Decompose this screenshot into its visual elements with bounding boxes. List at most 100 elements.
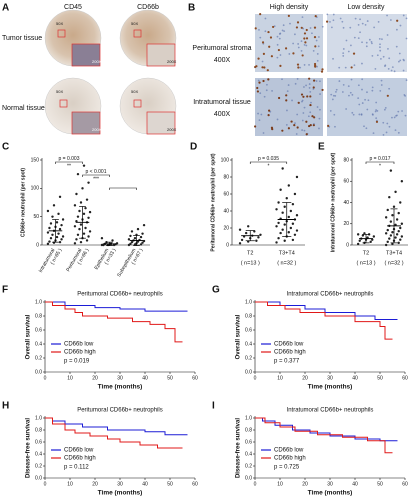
- stained-cell: [292, 52, 295, 55]
- nucleus: [303, 43, 306, 46]
- y-tick-label: 0.6: [245, 439, 252, 445]
- data-point: [49, 222, 53, 225]
- significance-bracket: [109, 187, 137, 190]
- nucleus: [350, 78, 353, 81]
- nucleus: [332, 19, 335, 22]
- data-point: [358, 239, 361, 242]
- data-point: [247, 225, 250, 228]
- nucleus: [329, 20, 331, 23]
- stained-cell: [327, 124, 330, 127]
- chart-title: Peritumoral CD66b+ neutrophils: [77, 292, 163, 298]
- data-point: [60, 238, 63, 241]
- data-point: [391, 242, 394, 246]
- nucleus: [375, 109, 378, 111]
- data-point: [58, 227, 62, 231]
- x-tick-label: 50: [167, 375, 173, 381]
- nucleus: [389, 19, 392, 21]
- data-point: [75, 192, 78, 196]
- data-point: [79, 240, 83, 244]
- nucleus: [312, 88, 315, 90]
- y-tick-label: 0.0: [35, 369, 42, 375]
- stained-cell: [306, 95, 309, 98]
- data-point: [372, 235, 376, 238]
- data-point: [51, 215, 54, 218]
- nucleus: [371, 113, 374, 115]
- x-tick-label: 0: [254, 375, 257, 381]
- data-point: [400, 222, 404, 225]
- nucleus: [347, 85, 350, 88]
- row-label: Normal tissue: [2, 105, 45, 112]
- stained-cell: [281, 129, 284, 132]
- nucleus: [258, 28, 260, 31]
- nucleus: [373, 26, 376, 29]
- data-point: [389, 169, 393, 172]
- y-tick-label: 1.0: [35, 299, 42, 305]
- nucleus: [296, 113, 299, 116]
- data-point: [400, 235, 404, 238]
- data-point: [48, 240, 51, 243]
- stained-cell: [313, 26, 317, 29]
- column-header: CD45: [64, 4, 82, 11]
- stained-cell: [305, 133, 308, 136]
- x-tick-label: 50: [377, 481, 383, 487]
- nucleus: [384, 106, 387, 109]
- nucleus: [286, 90, 289, 93]
- data-point: [394, 236, 397, 239]
- nucleus: [288, 53, 291, 55]
- nucleus: [335, 88, 338, 91]
- nucleus: [393, 116, 396, 119]
- data-point: [48, 226, 51, 230]
- nucleus: [308, 83, 311, 85]
- data-point: [285, 197, 288, 200]
- data-point: [361, 234, 365, 237]
- data-point: [73, 204, 77, 207]
- nucleus: [332, 57, 334, 60]
- data-point: [84, 226, 87, 230]
- nucleus: [305, 84, 307, 87]
- nucleus: [393, 70, 396, 73]
- data-point: [81, 187, 84, 190]
- y-axis-label: Overall survival: [26, 314, 32, 359]
- data-point: [283, 239, 286, 242]
- nucleus: [303, 106, 306, 109]
- data-point: [78, 227, 81, 231]
- nucleus: [305, 44, 308, 47]
- stained-cell: [313, 36, 317, 39]
- data-point: [139, 243, 143, 246]
- nucleus: [332, 94, 335, 97]
- data-point: [275, 208, 278, 211]
- nucleus: [276, 35, 279, 38]
- stained-cell: [302, 95, 305, 98]
- nucleus: [294, 33, 296, 36]
- nucleus: [352, 113, 355, 116]
- nucleus: [301, 16, 304, 19]
- nucleus: [379, 49, 382, 52]
- nucleus: [319, 93, 321, 95]
- stained-cell: [314, 65, 317, 68]
- data-point: [388, 195, 391, 199]
- x-tick-label: 60: [192, 375, 198, 381]
- data-point: [397, 211, 400, 215]
- stained-cell: [352, 52, 356, 55]
- data-point: [287, 215, 290, 219]
- nucleus: [286, 109, 288, 112]
- y-tick-label: 150: [31, 157, 40, 163]
- data-point: [384, 216, 388, 219]
- nucleus: [402, 69, 405, 72]
- legend-label: CD66b low: [64, 342, 94, 348]
- survival-curve: [255, 301, 398, 320]
- nucleus: [333, 113, 336, 116]
- nucleus: [391, 66, 394, 68]
- y-tick-label: 20: [343, 221, 349, 227]
- stained-cell: [313, 62, 317, 66]
- nucleus: [382, 55, 385, 58]
- data-point: [287, 184, 290, 187]
- data-point: [85, 198, 89, 201]
- nucleus: [341, 20, 344, 23]
- nucleus: [360, 113, 363, 116]
- stained-cell: [296, 63, 300, 66]
- nucleus: [300, 40, 303, 43]
- y-tick-label: 0.4: [35, 451, 42, 457]
- nucleus: [405, 79, 408, 82]
- x-tick-label: 60: [402, 481, 408, 487]
